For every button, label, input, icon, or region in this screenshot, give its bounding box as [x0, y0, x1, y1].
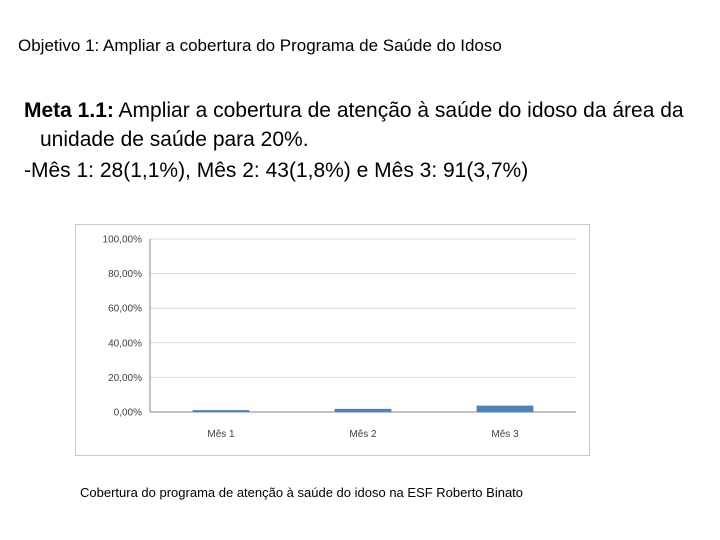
goal-label: Meta 1.1:: [24, 99, 114, 122]
x-category-label: Mês 2: [349, 429, 377, 440]
coverage-chart: 0,00% 20,00% 40,00% 60,00% 80,00% 100,00% Mês …: [75, 224, 590, 456]
bar-1: [192, 410, 250, 412]
x-category-label: Mês 3: [491, 429, 519, 440]
goal-description: Meta 1.1: Ampliar a cobertura de atenção…: [24, 96, 704, 185]
y-tick-label: 100,00%: [103, 235, 143, 246]
slide-title: Objetivo 1: Ampliar a cobertura do Progr…: [18, 36, 502, 55]
goal-text: Ampliar a cobertura de atenção à saúde d…: [40, 99, 684, 151]
chart-caption: Cobertura do programa de atenção à saúde…: [80, 485, 524, 500]
y-tick-label: 40,00%: [108, 338, 142, 349]
monthly-results: -Mês 1: 28(1,1%), Mês 2: 43(1,8%) e Mês …: [24, 159, 529, 182]
y-tick-label: 60,00%: [108, 304, 142, 315]
goal-line: Meta 1.1: Ampliar a cobertura de atenção…: [24, 96, 704, 154]
bar-3: [476, 405, 534, 412]
bar-2: [334, 408, 392, 412]
y-tick-label: 0,00%: [114, 408, 142, 419]
coverage-chart-svg: 0,00% 20,00% 40,00% 60,00% 80,00% 100,00% Mês …: [103, 235, 576, 440]
x-category-label: Mês 1: [207, 429, 235, 440]
y-tick-label: 80,00%: [108, 269, 142, 280]
y-tick-label: 20,00%: [108, 373, 142, 384]
